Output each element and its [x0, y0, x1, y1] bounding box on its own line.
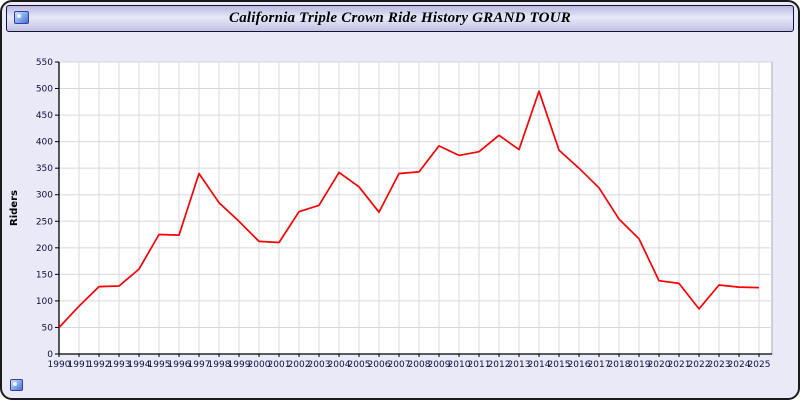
x-tick-label: 2012	[488, 360, 511, 370]
x-tick-label: 2019	[628, 360, 651, 370]
x-tick-label: 1995	[148, 360, 171, 370]
x-tick-label: 2023	[708, 360, 731, 370]
y-tick-label: 200	[36, 244, 53, 254]
y-tick-label: 50	[42, 323, 54, 333]
plot-area	[58, 61, 773, 355]
x-tick-label: 2016	[568, 360, 591, 370]
x-tick-label: 2024	[728, 360, 751, 370]
x-tick-label: 2002	[288, 360, 311, 370]
x-tick-label: 1993	[108, 360, 131, 370]
x-tick-label: 2007	[388, 360, 411, 370]
x-tick-label: 2003	[308, 360, 331, 370]
x-tick-label: 2011	[468, 360, 491, 370]
image-icon	[14, 11, 29, 24]
y-tick-label: 350	[36, 164, 53, 174]
image-icon-bottom	[10, 379, 23, 391]
y-tick-label: 300	[36, 191, 53, 201]
y-tick-label: 250	[36, 217, 53, 227]
x-tick-label: 1994	[128, 360, 151, 370]
x-tick-label: 1990	[48, 360, 71, 370]
y-axis-title: Riders	[9, 190, 20, 226]
x-tick-label: 2025	[748, 360, 771, 370]
x-tick-label: 2021	[668, 360, 691, 370]
x-tick-label: 1996	[168, 360, 191, 370]
x-tick-label: 1991	[68, 360, 91, 370]
x-tick-label: 1997	[188, 360, 211, 370]
x-tick-label: 1998	[208, 360, 231, 370]
x-tick-label: 2020	[648, 360, 671, 370]
y-tick-label: 150	[36, 270, 53, 280]
x-tick-label: 2001	[268, 360, 291, 370]
y-tick-label: 400	[36, 138, 53, 148]
y-tick-label: 100	[36, 297, 53, 307]
x-tick-label: 2022	[688, 360, 711, 370]
x-tick-label: 2017	[588, 360, 611, 370]
y-tick-label: 450	[36, 111, 53, 121]
x-tick-label: 2000	[248, 360, 271, 370]
x-tick-label: 1999	[228, 360, 251, 370]
x-tick-label: 2005	[348, 360, 371, 370]
x-tick-label: 2004	[328, 360, 351, 370]
x-tick-label: 1992	[88, 360, 111, 370]
riders-line	[58, 90, 760, 329]
x-tick-label: 2010	[448, 360, 471, 370]
y-tick-label: 500	[36, 85, 53, 95]
y-tick-label: 0	[47, 350, 53, 360]
x-tick-label: 2009	[428, 360, 451, 370]
x-tick-label: 2013	[508, 360, 531, 370]
page-title: California Triple Crown Ride History GRA…	[229, 10, 571, 26]
x-tick-label: 2015	[548, 360, 571, 370]
x-tick-label: 2018	[608, 360, 631, 370]
x-tick-label: 2008	[408, 360, 431, 370]
y-tick-label: 550	[36, 58, 53, 68]
title-bar: California Triple Crown Ride History GRA…	[6, 5, 794, 32]
x-tick-label: 2014	[528, 360, 551, 370]
x-tick-label: 2006	[368, 360, 391, 370]
